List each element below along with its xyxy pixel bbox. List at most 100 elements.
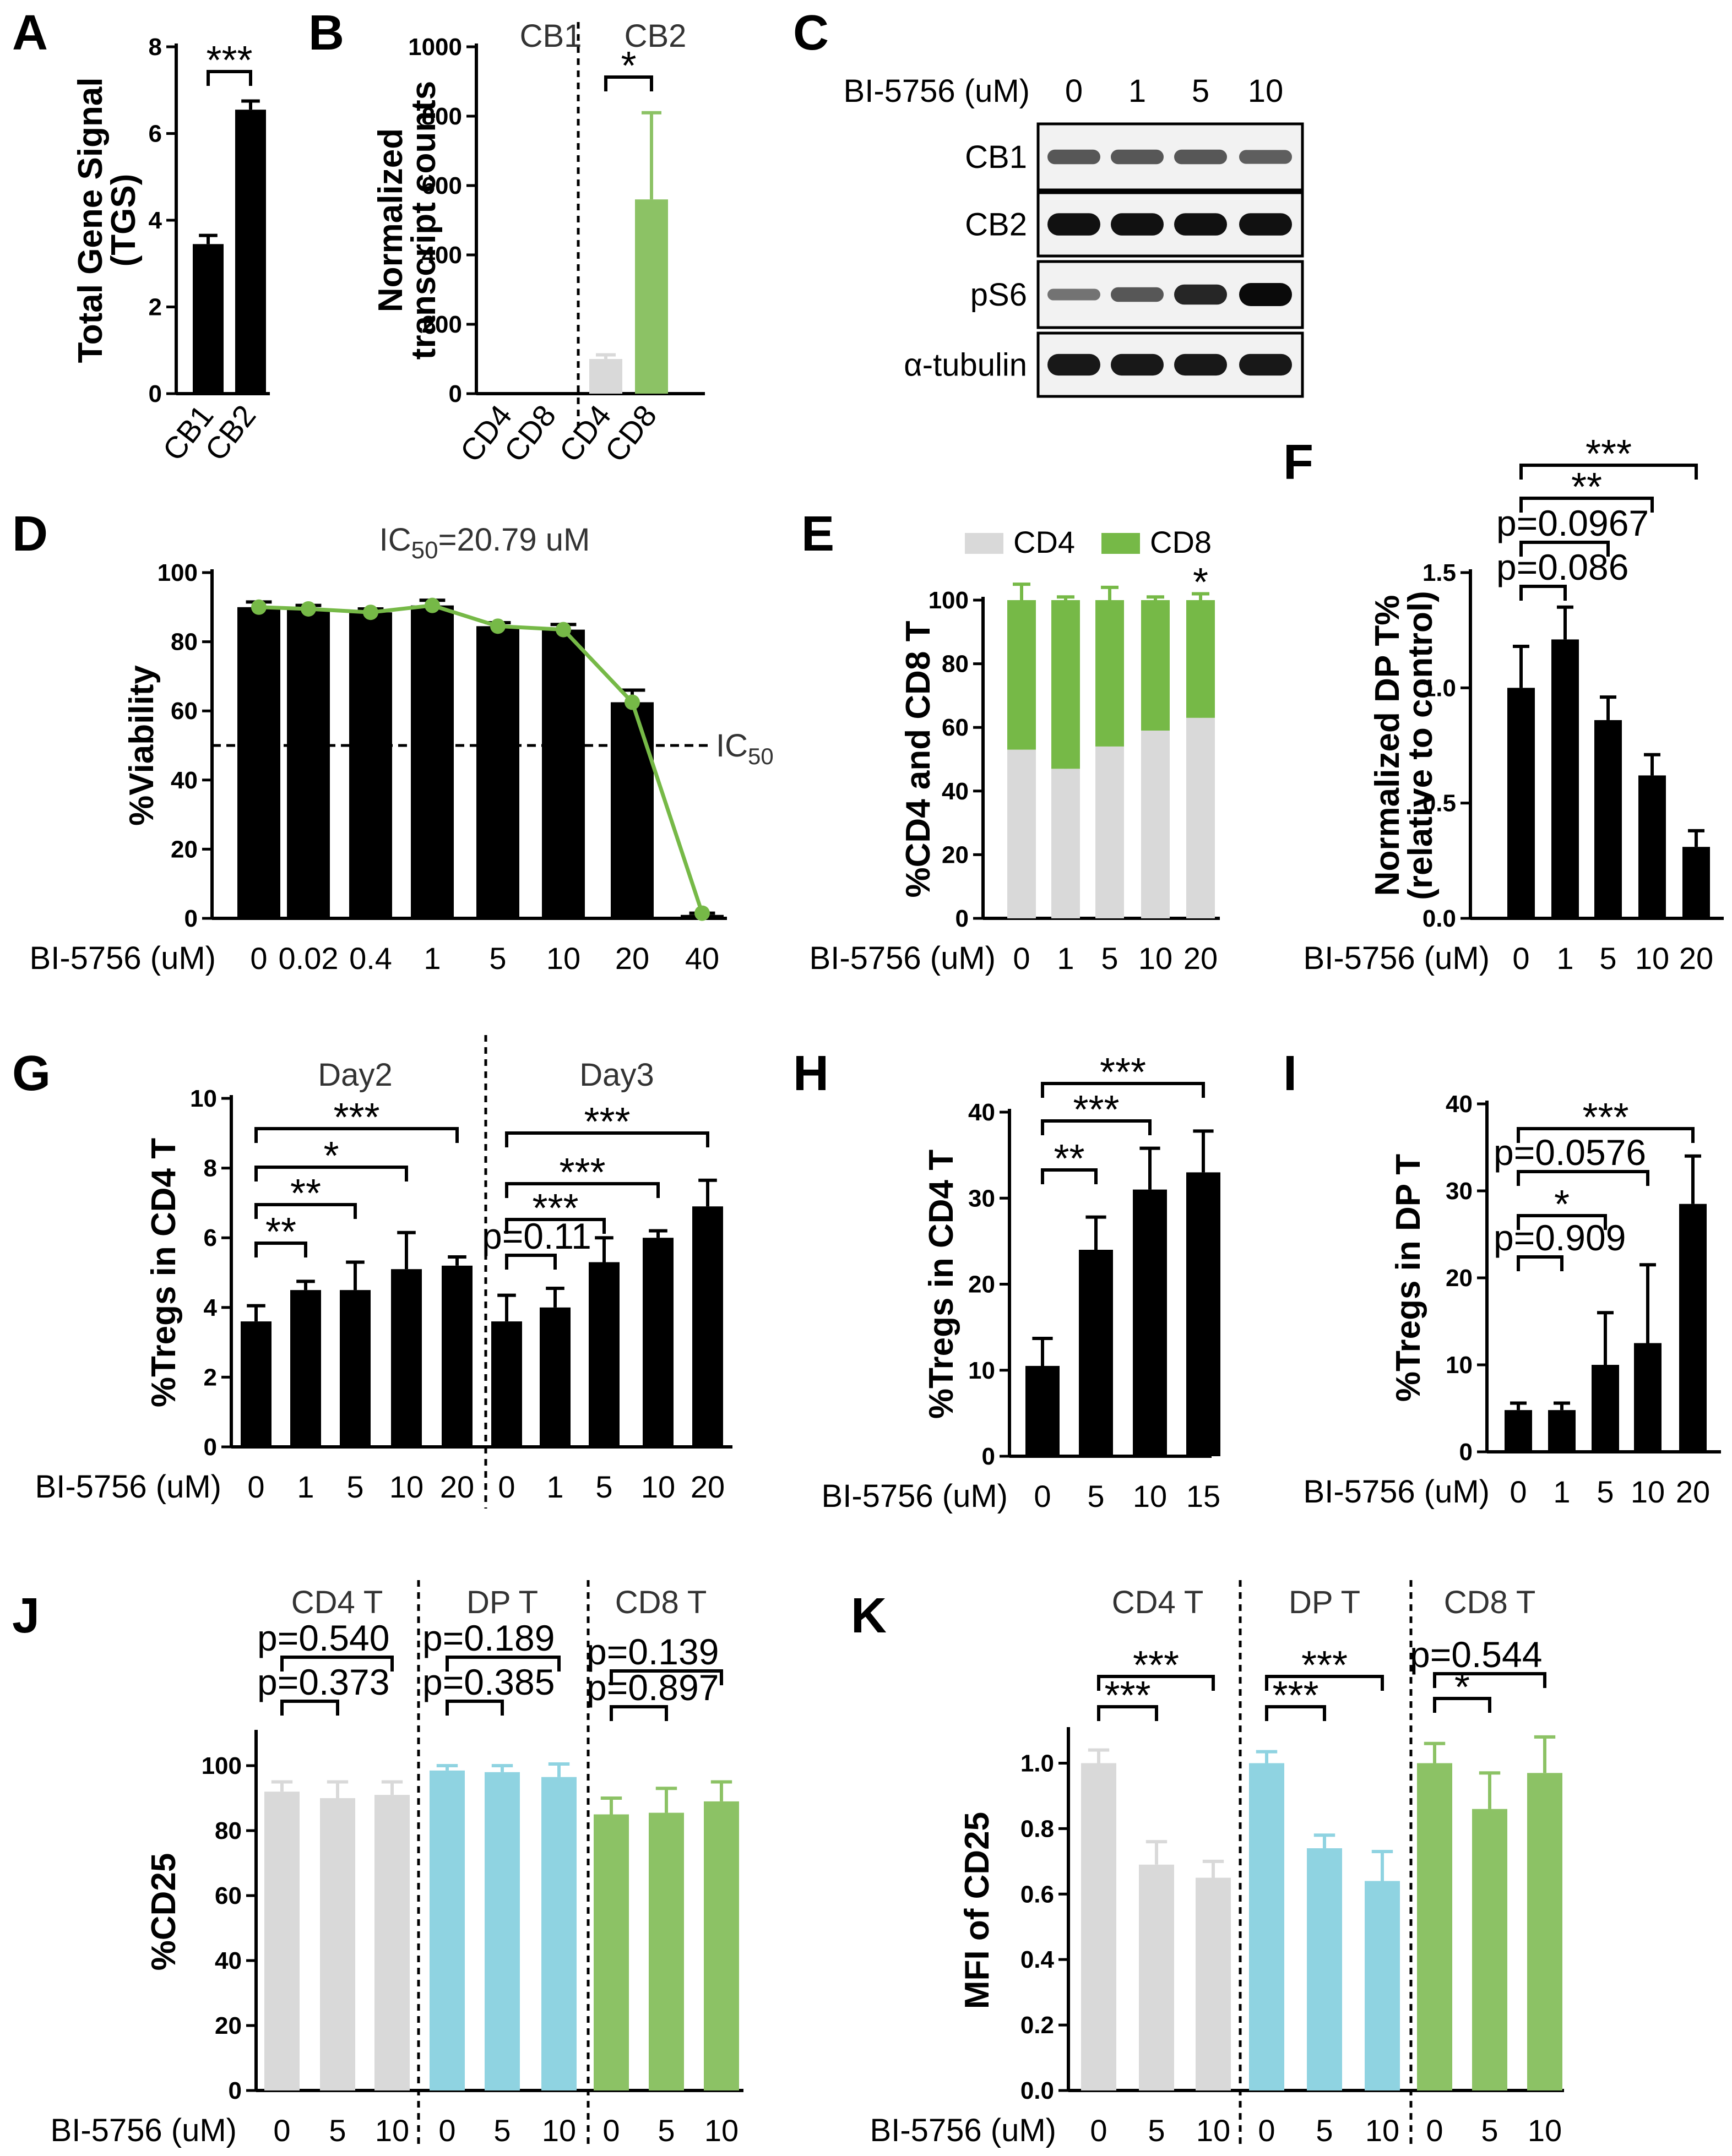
x-category-label: 20 [1676, 1474, 1710, 1509]
x-category-label: 5 [595, 1469, 612, 1504]
curve-point [251, 599, 267, 615]
y-tick-label: 60 [942, 714, 969, 741]
stacked-bar-segment [1186, 717, 1215, 918]
y-tick-label: 40 [968, 1099, 995, 1126]
curve-point [556, 622, 571, 638]
y-tick-label: 4 [204, 1294, 218, 1321]
panel-letter: C [793, 6, 829, 61]
significance-bracket [1433, 1672, 1546, 1688]
bar [1196, 1877, 1231, 2090]
x-axis-prefix-label: BI-5756 (uM) [1304, 940, 1490, 976]
bar [1682, 847, 1710, 918]
bar [1186, 1172, 1220, 1456]
p-value-label: p=0.544 [1410, 1634, 1542, 1675]
title-ic: IC [379, 522, 411, 558]
x-category-label: 0 [1034, 1479, 1051, 1513]
x-category-label: 0 [1258, 2113, 1275, 2148]
bar [692, 1206, 723, 1447]
significance-stars: *** [1582, 1096, 1628, 1140]
stacked-bar-segment [1051, 600, 1080, 769]
significance-bracket [1517, 1214, 1607, 1230]
legend-label: CD4 [1013, 525, 1075, 559]
blot-row-label: pS6 [970, 277, 1027, 313]
x-category-label: 0 [1510, 1474, 1527, 1509]
y-tick-label: 0 [204, 1434, 217, 1461]
panel-letter: B [308, 6, 344, 61]
bar [1594, 720, 1622, 918]
panel-letter: H [793, 1046, 829, 1101]
blot-band [1174, 149, 1227, 165]
panel-h: H 0 10 20 30 40 0 5 10 15 BI-5756 (uM) %Tregs in CD… [793, 1046, 1220, 1514]
significance-bracket [505, 1131, 709, 1147]
y-tick-label: 10 [968, 1357, 995, 1384]
blot-band [1111, 287, 1164, 302]
y-tick-label: 200 [422, 311, 462, 338]
significance-stars: *** [532, 1186, 578, 1231]
x-category-label: 1 [546, 1469, 563, 1504]
x-category-label: 20 [691, 1469, 725, 1504]
x-axis-prefix-label: BI-5756 (uM) [1304, 1474, 1490, 1510]
bar [485, 1772, 520, 2090]
legend-swatch [1101, 533, 1140, 554]
x-axis-prefix-label: BI-5756 (uM) [30, 940, 216, 976]
y-tick-label: 600 [422, 172, 462, 199]
x-category-label: 20 [1183, 941, 1218, 976]
bar [320, 1798, 355, 2090]
y-tick-label: 40 [942, 778, 969, 805]
significance-stars: *** [1272, 1674, 1318, 1718]
stacked-bar-segment [1051, 769, 1080, 918]
bar [594, 1814, 629, 2090]
y-tick-label: 60 [171, 698, 198, 725]
significance-stars: *** [1133, 1643, 1179, 1687]
bar [1133, 1189, 1167, 1456]
y-tick-label: 6 [149, 121, 162, 148]
significance-bracket [1433, 1697, 1491, 1713]
bar [1527, 1773, 1562, 2090]
bar [1638, 775, 1666, 918]
p-value-label: p=0.139 [587, 1631, 719, 1672]
group-label: DP T [1289, 1585, 1360, 1620]
y-tick-label: 10 [1446, 1352, 1473, 1379]
y-tick-label: 80 [215, 1817, 242, 1844]
y-tick-label: 100 [202, 1752, 242, 1779]
y-tick-label: 8 [204, 1155, 217, 1182]
bar [1081, 1763, 1116, 2090]
blot-dose-label: 0 [1065, 73, 1083, 109]
y-axis-label: %CD4 and CD8 T [899, 620, 937, 897]
x-category-label: 5 [493, 2113, 511, 2148]
x-category-label: CD4 [552, 399, 618, 469]
p-value-label: p=0.373 [257, 1662, 389, 1702]
significance-bracket [505, 1254, 557, 1270]
panel-f: F 0.0 0.5 1.0 1.5 0 1 5 10 20 BI-5756 (uM) Normaliz… [1283, 432, 1724, 976]
bar [237, 607, 280, 918]
x-category-label: 10 [389, 1469, 424, 1504]
legend-label: CD8 [1150, 525, 1212, 559]
x-category-label: 1 [1553, 1474, 1570, 1509]
significance-stars: *** [1073, 1088, 1119, 1132]
blot-band [1111, 353, 1164, 376]
stacked-bar-segment [1141, 730, 1170, 918]
bar [1634, 1343, 1662, 1452]
y-tick-label: 0.6 [1020, 1881, 1054, 1908]
x-category-label: CB2 [198, 399, 263, 467]
x-category-label: 20 [1679, 941, 1713, 976]
x-category-label: 10 [1133, 1479, 1167, 1513]
bar [1505, 1410, 1532, 1452]
y-tick-label: 0 [149, 380, 162, 407]
y-tick-label: 2 [204, 1364, 217, 1391]
x-category-label: 10 [542, 2113, 576, 2148]
x-category-label: 0 [1426, 2113, 1443, 2148]
group-label: CB2 [625, 18, 687, 54]
significance-stars: * [621, 44, 636, 88]
x-category-label: 10 [1635, 941, 1669, 976]
x-category-label: 5 [1087, 1479, 1104, 1513]
y-tick-label: 30 [968, 1185, 995, 1212]
y-tick-label: 400 [422, 242, 462, 269]
stacked-bar-segment [1095, 746, 1124, 918]
blot-band [1239, 213, 1292, 236]
x-category-label: 1 [1556, 941, 1573, 976]
bar [491, 1321, 522, 1447]
group-label: CB1 [520, 18, 582, 54]
